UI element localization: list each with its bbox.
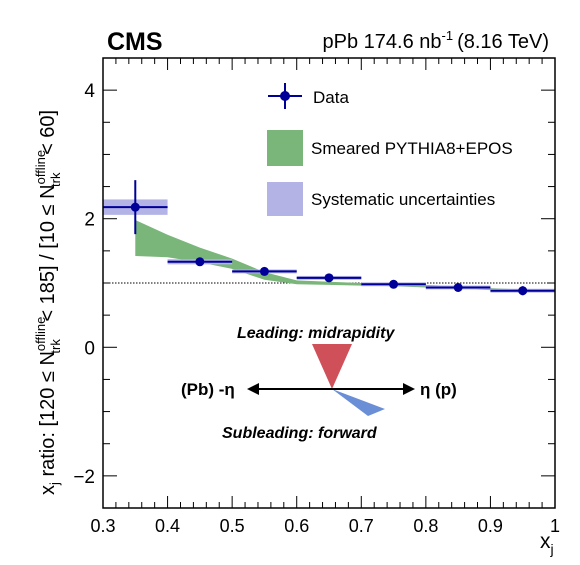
data-point [167,257,233,267]
y-title-part2: ratio: [120 ≤ N [37,351,59,482]
y-tick-label: −2 [73,467,95,488]
y-tick-label: 4 [84,81,95,102]
x-axis-title: xj [540,530,554,557]
y-title-part4: < 60] [37,110,59,161]
subleading-cone [332,389,385,416]
axis-ticks: 0.3 0.4 0.5 0.6 0.7 0.8 0.9 1 −2 0 2 4 [73,57,560,536]
y-axis-title: xj ratio: [120 ≤ Nofflinetrk < 185] / [1… [33,110,63,495]
legend-entry-data: Data [268,83,349,109]
y-title-sup2: offline [33,150,48,184]
experiment-label: CMS [107,28,163,56]
energy-label: (8.16 TeV) [457,31,549,53]
data-marker [518,286,528,296]
legend-entry-syst: Systematic uncertainties [267,182,495,216]
subleading-label: Subleading: forward [222,425,378,442]
x-tick-label: 0.3 [90,516,115,536]
data-point [232,266,297,276]
y-tick-label: 0 [84,338,95,359]
x-axis-title-sub: j [550,541,554,557]
x-tick-label: 0.4 [155,516,180,536]
data-marker [130,202,140,212]
data-marker [259,266,269,276]
data-marker [453,283,463,292]
legend-entry-model: Smeared PYTHIA8+EPOS [267,130,513,166]
legend-label-model: Smeared PYTHIA8+EPOS [311,139,513,158]
legend-syst-swatch [267,182,303,216]
data-point [425,283,491,292]
y-title-sub1: trk [48,339,63,354]
x-tick-label: 0.7 [349,516,374,536]
data-point [361,279,426,289]
legend: Data Smeared PYTHIA8+EPOS Systematic unc… [267,83,513,216]
collision-system: pPb 174.6 nb [323,31,442,53]
data-marker [324,273,334,283]
lumi-exponent: -1 [442,28,454,43]
x-axis-title-main: x [540,530,551,553]
data-point [103,180,168,235]
y-title-x: x [37,485,59,495]
model-band [135,220,523,292]
y-title-sub2: trk [48,172,63,187]
data-marker [195,257,205,267]
eta-left-label: (Pb) -η [181,380,235,399]
legend-data-marker [280,91,290,101]
legend-label-syst: Systematic uncertainties [311,190,495,209]
data-point [490,286,555,296]
x-tick-label: 0.9 [478,516,503,536]
model-band-layer [135,220,523,292]
x-tick-label: 0.5 [220,516,245,536]
x-tick-label: 1 [550,516,560,536]
data-point [296,273,362,283]
y-title-part3: < 185] / [10 ≤ N [37,184,59,327]
kinematics-inset: Leading: midrapidity (Pb) -η η (p) Suble… [181,325,457,442]
collision-header: pPb 174.6 nb-1 (8.16 TeV) [323,28,549,53]
eta-arrow-right [403,383,415,395]
y-title-x-sub: j [47,482,62,486]
eta-arrow-left [247,383,259,395]
data-marker [389,279,399,289]
leading-cone [312,344,352,389]
y-tick-label: 2 [84,210,95,231]
x-tick-label: 0.6 [284,516,309,536]
legend-model-swatch [267,130,303,166]
legend-label-data: Data [313,88,349,107]
x-tick-label: 0.8 [413,516,438,536]
leading-label: Leading: midrapidity [237,325,395,342]
eta-right-label: η (p) [420,380,457,399]
y-title-sup1: offline [33,317,48,351]
data-points-layer [103,180,555,296]
